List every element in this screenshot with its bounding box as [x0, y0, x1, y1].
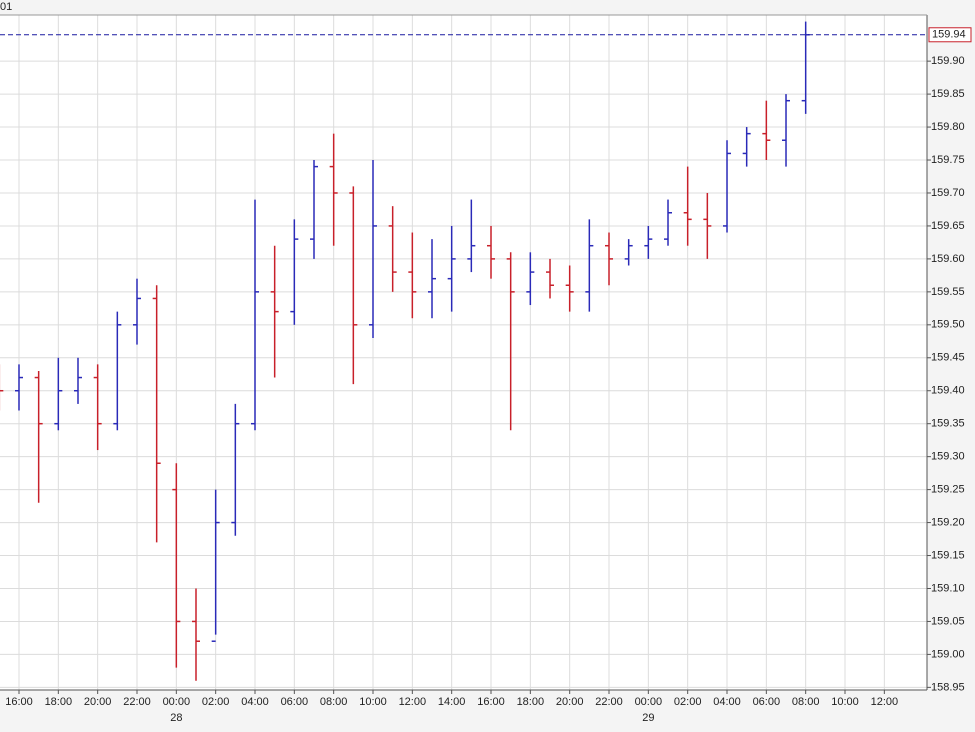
y-tick-label: 159.00 [931, 648, 965, 660]
x-tick-label: 06:00 [753, 696, 781, 708]
x-tick-label: 12:00 [871, 696, 899, 708]
last-price-box [928, 27, 972, 43]
y-tick-label: 159.05 [931, 615, 965, 627]
y-tick-label: 159.10 [931, 582, 965, 594]
y-tick-label: 159.85 [931, 88, 965, 100]
y-tick-label: 159.80 [931, 121, 965, 133]
x-tick-label: 16:00 [477, 696, 505, 708]
x-tick-label: 20:00 [556, 696, 584, 708]
x-tick-label: 10:00 [359, 696, 387, 708]
y-tick-label: 159.15 [931, 549, 965, 561]
x-tick-label: 18:00 [45, 696, 73, 708]
y-tick-label: 159.90 [931, 55, 965, 67]
x-tick-label: 06:00 [281, 696, 309, 708]
y-tick-label: 159.50 [931, 319, 965, 331]
last-price-label: 159.94 [932, 29, 966, 41]
chart-title: 01 [0, 1, 12, 13]
y-tick-label: 158.95 [931, 681, 965, 693]
x-tick-label: 00:00 [163, 696, 191, 708]
x-tick-label: 08:00 [320, 696, 348, 708]
x-tick-label: 10:00 [831, 696, 859, 708]
x-tick-label: 00:00 [635, 696, 663, 708]
x-tick-label: 16:00 [5, 696, 33, 708]
x-day-label: 29 [642, 712, 654, 724]
x-tick-label: 02:00 [202, 696, 230, 708]
y-tick-label: 159.40 [931, 385, 965, 397]
x-tick-label: 04:00 [241, 696, 269, 708]
x-tick-label: 12:00 [399, 696, 427, 708]
y-tick-label: 159.35 [931, 418, 965, 430]
x-tick-label: 22:00 [595, 696, 623, 708]
y-tick-label: 159.70 [931, 187, 965, 199]
y-tick-label: 159.20 [931, 516, 965, 528]
y-tick-label: 159.25 [931, 484, 965, 496]
x-tick-label: 20:00 [84, 696, 112, 708]
x-tick-label: 18:00 [517, 696, 545, 708]
x-tick-label: 02:00 [674, 696, 702, 708]
y-tick-label: 159.75 [931, 154, 965, 166]
y-tick-label: 159.45 [931, 352, 965, 364]
y-tick-label: 159.65 [931, 220, 965, 232]
x-tick-label: 04:00 [713, 696, 741, 708]
y-tick-label: 159.55 [931, 286, 965, 298]
y-tick-label: 159.60 [931, 253, 965, 265]
y-tick-label: 159.30 [931, 451, 965, 463]
x-day-label: 28 [170, 712, 182, 724]
x-tick-label: 08:00 [792, 696, 820, 708]
x-tick-label: 14:00 [438, 696, 466, 708]
x-tick-label: 22:00 [123, 696, 151, 708]
